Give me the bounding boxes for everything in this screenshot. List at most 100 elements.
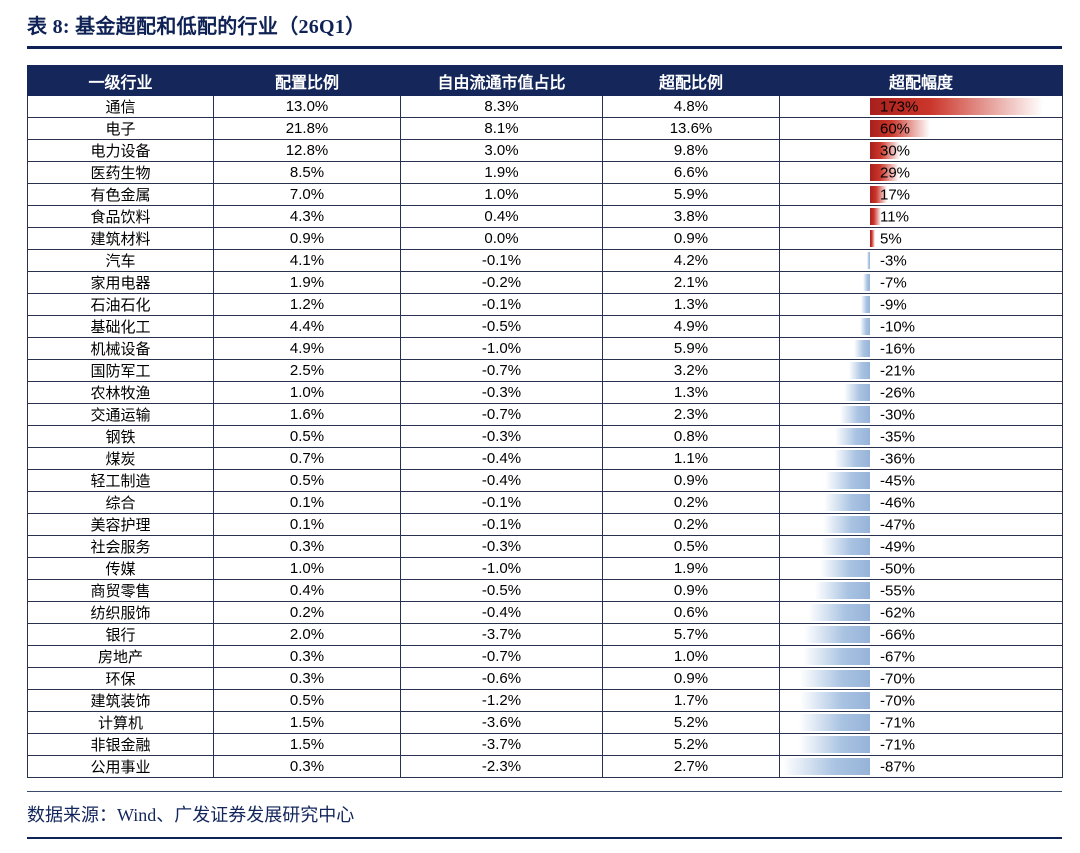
magnitude-cell: -66% bbox=[779, 623, 1063, 646]
magnitude-label: -26% bbox=[880, 384, 916, 401]
fund-allocation-table: 一级行业 配置比例 自由流通市值占比 超配比例 超配幅度 通信 13.0% 8.3% 4.8%… bbox=[27, 65, 1063, 778]
magnitude-label: -50% bbox=[880, 560, 916, 577]
magnitude-label: 5% bbox=[880, 230, 902, 247]
magnitude-label: -36% bbox=[880, 450, 916, 467]
allocation-cell: 0.3% bbox=[213, 645, 401, 668]
industry-cell: 美容护理 bbox=[27, 513, 214, 536]
underweight-bar bbox=[783, 758, 870, 775]
magnitude-cell: -70% bbox=[779, 689, 1063, 712]
allocation-cell: 1.6% bbox=[213, 403, 401, 426]
allocation-cell: 2.5% bbox=[213, 359, 401, 382]
magnitude-cell: -71% bbox=[779, 711, 1063, 734]
allocation-cell: 4.3% bbox=[213, 205, 401, 228]
column-header-4: 超配比例 bbox=[602, 65, 780, 96]
underweight-bar bbox=[799, 736, 870, 753]
industry-cell: 医药生物 bbox=[27, 161, 214, 184]
magnitude-label: -49% bbox=[880, 538, 916, 555]
magnitude-cell: 17% bbox=[779, 183, 1063, 206]
magnitude-label: -71% bbox=[880, 736, 916, 753]
magnitude-cell: -47% bbox=[779, 513, 1063, 536]
free-float-cell: -3.7% bbox=[400, 623, 603, 646]
allocation-cell: 2.0% bbox=[213, 623, 401, 646]
allocation-cell: 8.5% bbox=[213, 161, 401, 184]
magnitude-cell: -9% bbox=[779, 293, 1063, 316]
magnitude-label: -35% bbox=[880, 428, 916, 445]
magnitude-cell: -3% bbox=[779, 249, 1063, 272]
overweight-ratio-cell: 0.9% bbox=[602, 579, 780, 602]
magnitude-cell: 60% bbox=[779, 117, 1063, 140]
magnitude-label: -45% bbox=[880, 472, 916, 489]
industry-cell: 国防军工 bbox=[27, 359, 214, 382]
free-float-cell: 3.0% bbox=[400, 139, 603, 162]
allocation-cell: 0.5% bbox=[213, 425, 401, 448]
magnitude-cell: -62% bbox=[779, 601, 1063, 624]
magnitude-label: -70% bbox=[880, 692, 916, 709]
allocation-cell: 0.3% bbox=[213, 755, 401, 778]
table-row: 环保 0.3% -0.6% 0.9% -70% bbox=[27, 667, 1063, 690]
allocation-cell: 1.2% bbox=[213, 293, 401, 316]
magnitude-cell: -26% bbox=[779, 381, 1063, 404]
industry-cell: 银行 bbox=[27, 623, 214, 646]
allocation-cell: 0.5% bbox=[213, 689, 401, 712]
industry-cell: 通信 bbox=[27, 95, 214, 118]
column-header-3: 自由流通市值占比 bbox=[400, 65, 603, 96]
magnitude-label: -21% bbox=[880, 362, 916, 379]
free-float-cell: 8.1% bbox=[400, 117, 603, 140]
table-row: 非银金融 1.5% -3.7% 5.2% -71% bbox=[27, 733, 1063, 756]
table-body: 通信 13.0% 8.3% 4.8% 173% 电子 21.8% 8.1% 13.6% 60% 电力… bbox=[27, 95, 1063, 778]
allocation-cell: 1.0% bbox=[213, 557, 401, 580]
table-row: 通信 13.0% 8.3% 4.8% 173% bbox=[27, 95, 1063, 118]
industry-cell: 计算机 bbox=[27, 711, 214, 734]
magnitude-cell: -55% bbox=[779, 579, 1063, 602]
overweight-bar bbox=[870, 186, 887, 203]
allocation-cell: 0.1% bbox=[213, 491, 401, 514]
magnitude-cell: -36% bbox=[779, 447, 1063, 470]
free-float-cell: -1.2% bbox=[400, 689, 603, 712]
data-source-note: 数据来源：Wind、广发证券发展研究中心 bbox=[27, 805, 355, 825]
industry-cell: 电子 bbox=[27, 117, 214, 140]
magnitude-label: -62% bbox=[880, 604, 916, 621]
free-float-cell: -0.4% bbox=[400, 469, 603, 492]
table-title: 表 8: 基金超配和低配的行业（26Q1） bbox=[27, 16, 366, 38]
allocation-cell: 0.9% bbox=[213, 227, 401, 250]
free-float-cell: -0.1% bbox=[400, 293, 603, 316]
magnitude-cell: -16% bbox=[779, 337, 1063, 360]
magnitude-label: -87% bbox=[880, 758, 916, 775]
overweight-bar bbox=[870, 120, 930, 137]
magnitude-cell: 173% bbox=[779, 95, 1063, 118]
free-float-cell: -0.5% bbox=[400, 315, 603, 338]
magnitude-cell: -30% bbox=[779, 403, 1063, 426]
allocation-cell: 0.3% bbox=[213, 535, 401, 558]
magnitude-label: -66% bbox=[880, 626, 916, 643]
magnitude-label: -46% bbox=[880, 494, 916, 511]
table-row: 建筑装饰 0.5% -1.2% 1.7% -70% bbox=[27, 689, 1063, 712]
free-float-cell: 1.0% bbox=[400, 183, 603, 206]
overweight-ratio-cell: 0.5% bbox=[602, 535, 780, 558]
industry-cell: 石油石化 bbox=[27, 293, 214, 316]
table-row: 电力设备 12.8% 3.0% 9.8% 30% bbox=[27, 139, 1063, 162]
column-header-2: 配置比例 bbox=[213, 65, 401, 96]
free-float-cell: -0.1% bbox=[400, 513, 603, 536]
table-row: 医药生物 8.5% 1.9% 6.6% 29% bbox=[27, 161, 1063, 184]
allocation-cell: 4.4% bbox=[213, 315, 401, 338]
overweight-ratio-cell: 1.1% bbox=[602, 447, 780, 470]
table-row: 农林牧渔 1.0% -0.3% 1.3% -26% bbox=[27, 381, 1063, 404]
free-float-cell: -0.6% bbox=[400, 667, 603, 690]
allocation-cell: 4.1% bbox=[213, 249, 401, 272]
magnitude-cell: -49% bbox=[779, 535, 1063, 558]
magnitude-cell: 29% bbox=[779, 161, 1063, 184]
free-float-cell: -0.3% bbox=[400, 535, 603, 558]
underweight-bar bbox=[854, 340, 870, 357]
table-row: 国防军工 2.5% -0.7% 3.2% -21% bbox=[27, 359, 1063, 382]
overweight-ratio-cell: 0.8% bbox=[602, 425, 780, 448]
overweight-ratio-cell: 1.3% bbox=[602, 293, 780, 316]
overweight-ratio-cell: 5.7% bbox=[602, 623, 780, 646]
table-row: 商贸零售 0.4% -0.5% 0.9% -55% bbox=[27, 579, 1063, 602]
allocation-cell: 0.4% bbox=[213, 579, 401, 602]
magnitude-label: -3% bbox=[880, 252, 907, 269]
underweight-bar bbox=[860, 318, 870, 335]
industry-cell: 交通运输 bbox=[27, 403, 214, 426]
magnitude-cell: -10% bbox=[779, 315, 1063, 338]
magnitude-label: -71% bbox=[880, 714, 916, 731]
underweight-bar bbox=[844, 384, 870, 401]
